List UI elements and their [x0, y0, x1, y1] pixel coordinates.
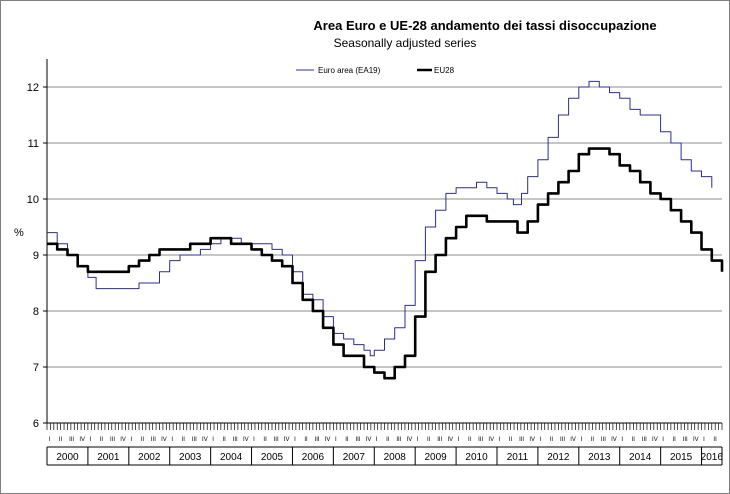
quarter-label: IV — [448, 437, 454, 443]
y-tick-label: 11 — [28, 138, 39, 150]
quarter-label: IV — [366, 437, 372, 443]
quarter-label: IV — [693, 437, 699, 443]
quarter-label: III — [315, 437, 320, 443]
quarter-label: I — [540, 437, 542, 443]
quarter-label: IV — [120, 437, 126, 443]
year-label: 2009 — [425, 452, 448, 463]
chart-subtitle: Seasonally adjusted series — [333, 36, 477, 50]
year-label: 2013 — [588, 452, 611, 463]
quarter-label: I — [294, 437, 296, 443]
quarter-label: II — [100, 437, 104, 443]
quarter-label: I — [703, 437, 705, 443]
year-label: 2005 — [261, 452, 284, 463]
quarter-label: II — [632, 437, 636, 443]
y-tick-label: 12 — [27, 82, 39, 94]
quarter-label: II — [263, 437, 267, 443]
year-label: 2004 — [220, 452, 243, 463]
series-line-ea19 — [47, 80, 713, 357]
year-label: 2003 — [179, 452, 202, 463]
quarter-label: II — [223, 437, 227, 443]
quarter-label: I — [335, 437, 337, 443]
quarter-label: I — [49, 437, 51, 443]
quarter-label: IV — [652, 437, 658, 443]
year-label: 2014 — [629, 452, 652, 463]
quarter-label: II — [59, 437, 63, 443]
quarter-label: IV — [611, 437, 617, 443]
year-label: 2015 — [670, 452, 693, 463]
quarter-label: IV — [202, 437, 208, 443]
year-label: 2001 — [97, 452, 120, 463]
quarter-label: IV — [570, 437, 576, 443]
quarter-label: I — [621, 437, 623, 443]
quarter-label: IV — [79, 437, 85, 443]
quarter-label: III — [683, 437, 688, 443]
quarter-label: II — [182, 437, 186, 443]
year-label: 2012 — [547, 452, 570, 463]
quarter-label: III — [192, 437, 197, 443]
quarter-label: III — [274, 437, 279, 443]
quarter-label: I — [458, 437, 460, 443]
year-label: 2016 — [701, 452, 724, 463]
quarter-label: III — [69, 437, 74, 443]
quarter-label: I — [662, 437, 664, 443]
quarter-label: III — [519, 437, 524, 443]
quarter-label: II — [591, 437, 595, 443]
quarter-label: III — [601, 437, 606, 443]
legend-label-ea19: Euro area (EA19) — [318, 66, 381, 75]
series-line-eu28 — [47, 147, 724, 380]
year-label: 2006 — [302, 452, 325, 463]
quarter-label: III — [233, 437, 238, 443]
quarter-label: I — [253, 437, 255, 443]
chart-title: Area Euro e UE-28 andamento dei tassi di… — [313, 18, 657, 33]
quarter-label: I — [130, 437, 132, 443]
y-tick-label: 8 — [33, 306, 39, 318]
year-label: 2008 — [384, 452, 407, 463]
quarter-label: II — [713, 437, 717, 443]
quarter-label: II — [468, 437, 472, 443]
quarter-label: I — [90, 437, 92, 443]
quarter-label: III — [151, 437, 156, 443]
quarter-label: I — [212, 437, 214, 443]
y-tick-label: 7 — [33, 362, 39, 374]
quarter-label: II — [345, 437, 349, 443]
quarter-label: II — [550, 437, 554, 443]
quarter-label: II — [427, 437, 431, 443]
quarter-label: IV — [325, 437, 331, 443]
year-label: 2007 — [343, 452, 366, 463]
quarter-label: III — [355, 437, 360, 443]
year-label: 2002 — [138, 452, 161, 463]
year-label: 2000 — [56, 452, 79, 463]
quarter-label: I — [171, 437, 173, 443]
quarter-label: IV — [488, 437, 494, 443]
y-axis-label: % — [14, 227, 24, 239]
quarter-label: I — [376, 437, 378, 443]
year-label: 2011 — [507, 452, 529, 463]
quarter-label: IV — [407, 437, 413, 443]
quarter-label: II — [673, 437, 677, 443]
quarter-label: III — [396, 437, 401, 443]
quarter-label: III — [110, 437, 115, 443]
quarter-label: IV — [529, 437, 535, 443]
quarter-label: II — [386, 437, 390, 443]
quarter-label: IV — [243, 437, 249, 443]
quarter-label: III — [560, 437, 565, 443]
quarter-label: I — [580, 437, 582, 443]
quarter-label: II — [141, 437, 145, 443]
quarter-label: I — [499, 437, 501, 443]
year-label: 2010 — [465, 452, 488, 463]
legend-label-eu28: EU28 — [434, 66, 455, 75]
y-tick-label: 9 — [33, 250, 39, 262]
quarter-label: II — [509, 437, 513, 443]
y-tick-label: 10 — [27, 194, 39, 206]
y-tick-label: 6 — [33, 418, 39, 430]
quarter-label: III — [478, 437, 483, 443]
quarter-label: II — [304, 437, 308, 443]
quarter-label: IV — [284, 437, 290, 443]
quarter-label: III — [642, 437, 647, 443]
quarter-label: IV — [161, 437, 167, 443]
quarter-label: III — [437, 437, 442, 443]
quarter-label: I — [417, 437, 419, 443]
